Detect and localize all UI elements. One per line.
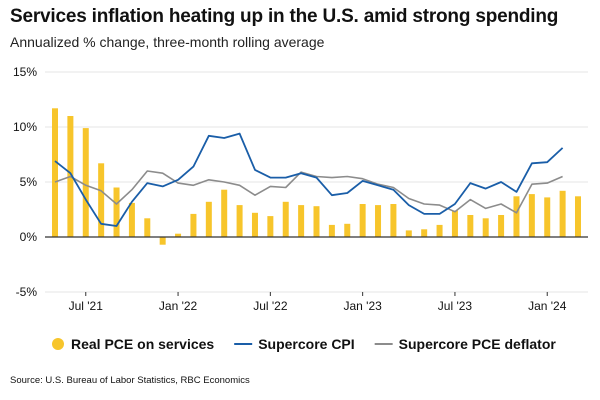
legend-label: Real PCE on services [71, 336, 214, 352]
gridlines [45, 71, 588, 293]
bar [251, 212, 258, 237]
y-tick-label: 15% [13, 65, 37, 79]
chart-subtitle: Annualized % change, three-month rolling… [10, 34, 325, 50]
bar [52, 108, 58, 237]
supercore-pce-deflator-line [54, 170, 563, 214]
bars-real-pce [52, 108, 581, 245]
bar [175, 233, 182, 237]
bar [221, 189, 228, 237]
bar [544, 197, 551, 237]
legend: Real PCE on services Supercore CPI Superco… [52, 336, 556, 352]
bar [559, 190, 566, 237]
bar [205, 201, 212, 237]
bar [390, 204, 397, 237]
x-tick-label: Jan '22 [159, 299, 198, 313]
supercore-cpi-line [54, 132, 564, 227]
x-tick-label: Jan '24 [528, 299, 567, 313]
bar [267, 216, 274, 237]
bar [282, 201, 289, 237]
bar [405, 230, 412, 237]
lines [54, 132, 564, 227]
bar [128, 202, 135, 237]
bar [144, 218, 151, 237]
x-tick-label: Jul '23 [438, 299, 473, 313]
legend-swatch-real-pce [52, 338, 64, 350]
bar [344, 223, 351, 237]
bar [98, 163, 105, 237]
bar [82, 128, 89, 237]
bar [159, 237, 166, 245]
bar [575, 196, 581, 237]
bar [451, 210, 458, 237]
bar [328, 224, 335, 237]
bar [498, 215, 505, 237]
source-note: Source: U.S. Bureau of Labor Statistics,… [10, 375, 250, 386]
bar [513, 196, 520, 237]
legend-label: Supercore CPI [258, 336, 354, 352]
y-tick-label: 5% [20, 175, 38, 189]
chart-title: Services inflation heating up in the U.S… [10, 6, 559, 27]
bar [359, 204, 366, 237]
bar [482, 218, 489, 237]
legend-label: Supercore PCE deflator [399, 336, 557, 352]
x-tick-label: Jul '22 [253, 299, 288, 313]
bar [113, 187, 120, 237]
bar [190, 213, 197, 237]
bar [375, 205, 382, 237]
bar [467, 215, 474, 237]
y-tick-label: 10% [13, 120, 37, 134]
bar [298, 205, 305, 237]
bar [313, 206, 320, 237]
x-tick-label: Jul '21 [69, 299, 104, 313]
x-axis-labels: Jul '21 Jan '22 Jul '22 Jan '23 Jul '23 Jan '… [69, 292, 567, 313]
bar [421, 229, 428, 237]
y-tick-label: -5% [16, 285, 38, 299]
bar [236, 205, 243, 237]
x-tick-label: Jan '23 [343, 299, 382, 313]
bar [528, 194, 535, 237]
y-tick-label: 0% [20, 230, 38, 244]
bar [436, 224, 443, 237]
y-axis-labels: 15% 10% 5% 0% -5% [13, 65, 37, 299]
